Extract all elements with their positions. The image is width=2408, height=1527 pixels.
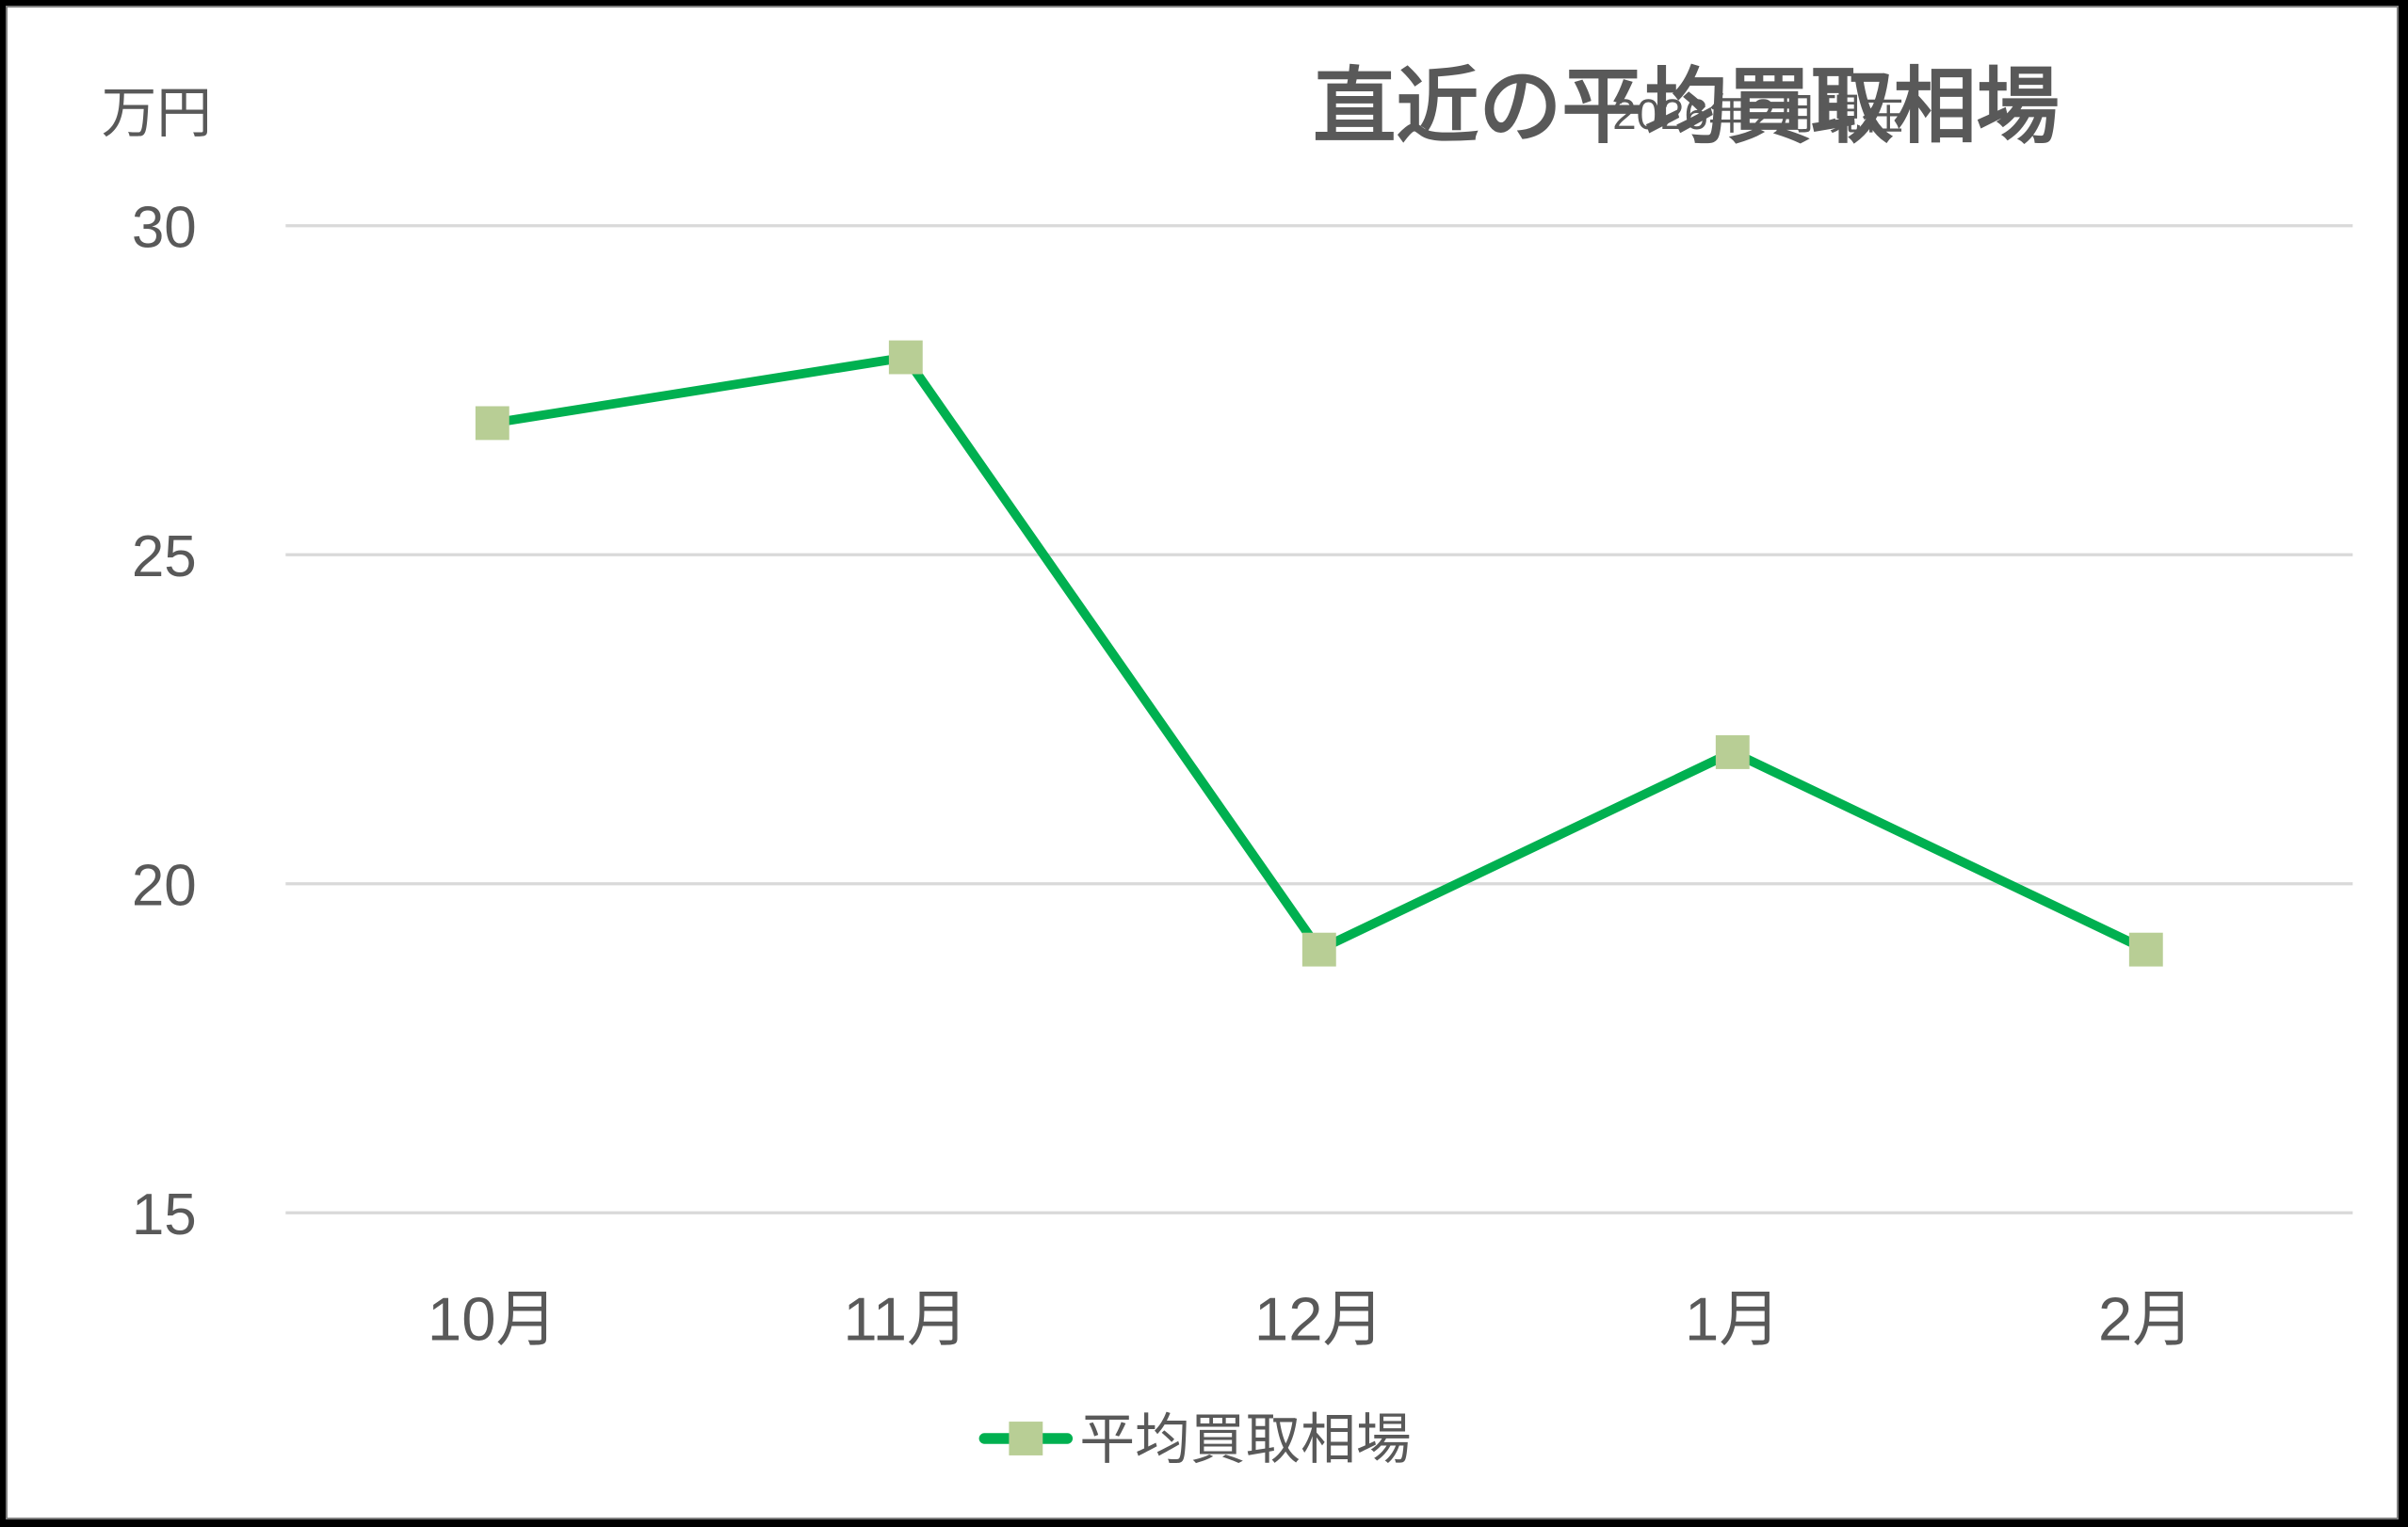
x-tick-label: 2月 — [2098, 1285, 2194, 1354]
legend-label: 平均買取相場 — [1079, 1409, 1411, 1471]
y-tick-label: 20 — [132, 854, 197, 919]
data-point-marker — [888, 340, 923, 375]
data-point-marker — [1715, 735, 1750, 769]
y-axis-unit-label: 万円 — [102, 83, 212, 144]
y-tick-label: 15 — [132, 1182, 197, 1247]
x-tick-label: 11月 — [843, 1285, 968, 1354]
series-line — [492, 352, 2148, 955]
chart-title: 直近の平均買取相場 — [1313, 60, 2059, 153]
x-tick-label: 12月 — [1254, 1285, 1384, 1354]
x-tick-label: 10月 — [428, 1285, 558, 1354]
y-tick-label: 30 — [132, 196, 197, 261]
data-point-marker — [1301, 932, 1336, 967]
x-tick-label: 1月 — [1685, 1285, 1781, 1354]
chart-subtitle: 2026年2月現在 — [1612, 90, 1904, 138]
chart-frame — [6, 6, 2399, 1519]
y-tick-label: 25 — [132, 524, 197, 589]
data-point-marker — [475, 406, 509, 441]
data-point-marker — [2128, 932, 2163, 967]
legend-marker-swatch — [1009, 1422, 1043, 1455]
